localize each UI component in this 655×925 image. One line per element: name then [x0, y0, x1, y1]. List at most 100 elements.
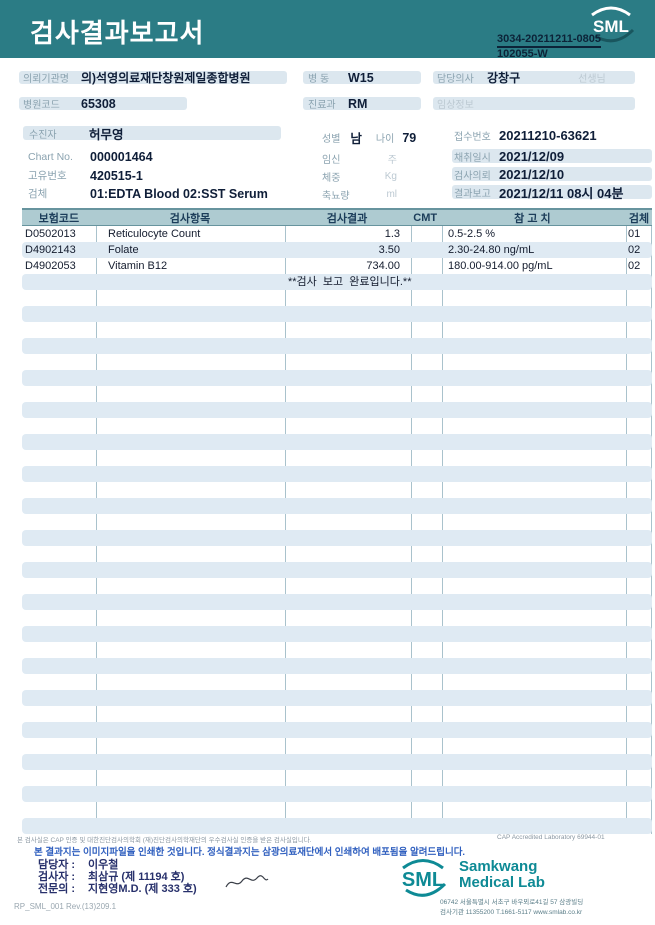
- cell-code: [22, 370, 96, 386]
- cell-result: [285, 690, 411, 706]
- staff-label: 전문의 :: [38, 883, 76, 895]
- cell-result: [285, 306, 411, 322]
- cell-cmt: [411, 658, 442, 674]
- page-title: 검사결과보고서: [30, 18, 205, 48]
- cell-specimen: [626, 610, 652, 626]
- cell-cmt: [411, 482, 442, 498]
- cell-name: [96, 706, 285, 722]
- staff-line-specialist: 전문의 : 지현영M.D. (제 333 호): [38, 880, 197, 896]
- cell-cmt: [411, 770, 442, 786]
- cell-result: [285, 738, 411, 754]
- cell-name: [96, 274, 285, 290]
- table-row: [22, 418, 652, 434]
- cell-name: [96, 354, 285, 370]
- cell-code: [22, 594, 96, 610]
- cell-result: [285, 786, 411, 802]
- cell-specimen: [626, 322, 652, 338]
- staff-line-manager: 담당자 : 이우철: [38, 856, 118, 872]
- cell-code: [22, 658, 96, 674]
- cell-name: [96, 418, 285, 434]
- field-label: 병 동: [308, 74, 330, 85]
- field-report-date: 결과보고 2021/12/11 08시 04분: [452, 185, 652, 201]
- cell-cmt: [411, 530, 442, 546]
- cell-specimen: [626, 722, 652, 738]
- cell-cmt: [411, 290, 442, 306]
- age-label: 나이: [375, 134, 395, 145]
- cell-reference: [442, 626, 626, 642]
- cell-result: 1.3: [384, 228, 400, 240]
- cell-result: [285, 466, 411, 482]
- cell-cmt: [411, 450, 442, 466]
- unit-label: ml: [386, 189, 397, 200]
- cell-name: [96, 610, 285, 626]
- field-value: 의)석영의료재단창원제일종합병원: [81, 71, 251, 85]
- cell-specimen: [626, 482, 652, 498]
- cell-cmt: [411, 258, 442, 274]
- table-row: [22, 754, 652, 770]
- field-value: 420515-1: [90, 168, 143, 183]
- field-value: 65308: [81, 96, 116, 111]
- age-value: 79: [402, 130, 417, 145]
- cell-specimen: [626, 338, 652, 354]
- lab-contact: 검사기관 11355200 T.1661-5117 www.smlab.co.k…: [440, 909, 583, 916]
- cell-code: [22, 418, 96, 434]
- cell-code: [22, 690, 96, 706]
- cell-cmt: [411, 498, 442, 514]
- table-row: [22, 770, 652, 786]
- col-header-code: 보험코드: [38, 212, 80, 225]
- table-row: [22, 594, 652, 610]
- field-label: 축뇨량: [322, 191, 350, 202]
- cell-reference: [442, 306, 626, 322]
- cell-result: [285, 322, 411, 338]
- field-label: 의뢰기관명: [23, 74, 69, 85]
- table-row: [22, 290, 652, 306]
- cell-cmt: [411, 610, 442, 626]
- cell-result: [285, 562, 411, 578]
- cell-code: [22, 498, 96, 514]
- field-hospital-code: 병원코드 65308: [19, 96, 187, 111]
- column-divider: [651, 226, 652, 834]
- cell-reference: [442, 818, 626, 834]
- cell-cmt: [411, 674, 442, 690]
- cell-reference: [442, 338, 626, 354]
- table-row: [22, 498, 652, 514]
- cell-name: [96, 674, 285, 690]
- cell-code: [22, 530, 96, 546]
- field-value: RM: [348, 96, 368, 111]
- cell-code: [22, 290, 96, 306]
- field-ward: 병 동 W15: [303, 70, 421, 85]
- cell-reference: [442, 594, 626, 610]
- cell-cmt: [411, 242, 442, 258]
- cell-result: [285, 434, 411, 450]
- cell-code: [22, 466, 96, 482]
- cell-result: [285, 450, 411, 466]
- cell-result: [285, 610, 411, 626]
- cell-cmt: [411, 738, 442, 754]
- field-specimen: 검체 01:EDTA Blood 02:SST Serum: [28, 186, 268, 201]
- cell-cmt: [411, 402, 442, 418]
- field-value: 2021/12/11 08시 04분: [499, 185, 624, 201]
- cell-result: [285, 402, 411, 418]
- cell-reference: [442, 498, 626, 514]
- cell-cmt: [411, 690, 442, 706]
- cell-result: [285, 626, 411, 642]
- cell-cmt: [411, 514, 442, 530]
- cell-code: [22, 354, 96, 370]
- field-label: Chart No.: [28, 151, 73, 163]
- footer-logo: SML Samkwang Medical Lab: [393, 856, 545, 907]
- sex-value: 남: [350, 132, 362, 146]
- field-clinical-info: 임상정보: [433, 97, 635, 111]
- cell-cmt: [411, 802, 442, 818]
- table-row: D4902143 Folate 3.50 2.30-24.80 ng/mL 02: [22, 242, 652, 258]
- field-label: 접수번호: [454, 132, 491, 143]
- cell-specimen: [626, 578, 652, 594]
- table-row: [22, 626, 652, 642]
- cell-code: [22, 274, 96, 290]
- table-row: [22, 706, 652, 722]
- cell-specimen: [626, 594, 652, 610]
- sex-label: 성별: [322, 134, 341, 145]
- field-request-date: 검사의뢰 2021/12/10: [452, 167, 652, 182]
- cell-code: [22, 738, 96, 754]
- field-value: W15: [348, 70, 374, 85]
- cell-cmt: [411, 754, 442, 770]
